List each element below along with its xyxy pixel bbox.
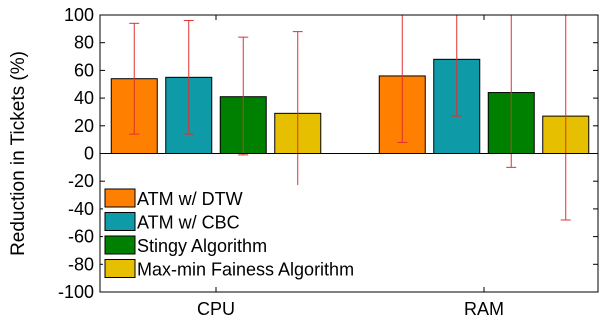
legend-swatch-1 (104, 188, 136, 208)
y-tick-label: 0 (84, 144, 94, 164)
y-tick-label: -40 (68, 199, 94, 219)
x-tick-label-ram: RAM (464, 299, 504, 319)
x-tick-label-cpu: CPU (197, 299, 235, 319)
y-tick-label: -100 (58, 282, 94, 302)
legend-background (103, 185, 413, 285)
error-bars-layer (129, 15, 571, 221)
bars-layer (110, 58, 590, 155)
y-tick-label: 40 (74, 88, 94, 108)
legend-label-2: ATM w/ CBC (137, 213, 240, 233)
y-tick-label: -20 (68, 171, 94, 191)
legend-swatch-4 (104, 259, 136, 278)
legend-label-1: ATM w/ DTW (137, 189, 243, 209)
y-tick-label: 80 (74, 33, 94, 53)
legend-swatch-3 (104, 235, 136, 255)
axes-layer: 100 80 60 40 20 0 -20 -40 -60 -80 -100 CPU RAM Reduct… (8, 5, 599, 319)
y-tick-label: 20 (74, 116, 94, 136)
legend-swatch-2 (104, 212, 136, 231)
legend-label-4: Max-min Faine​ss Algorithm (137, 260, 354, 280)
y-axis-label: Reduction in Tickets (%) (8, 51, 29, 256)
legend: ATM w/ DTW ATM w/ CBC Stingy Algorithm Max-… (103, 185, 413, 285)
y-tick-label: -60 (68, 227, 94, 247)
y-tick-label: -80 (68, 254, 94, 274)
y-tick-label: 100 (64, 5, 94, 25)
y-tick-label: 60 (74, 60, 94, 80)
legend-label-3: Stingy Algorithm (137, 236, 267, 256)
